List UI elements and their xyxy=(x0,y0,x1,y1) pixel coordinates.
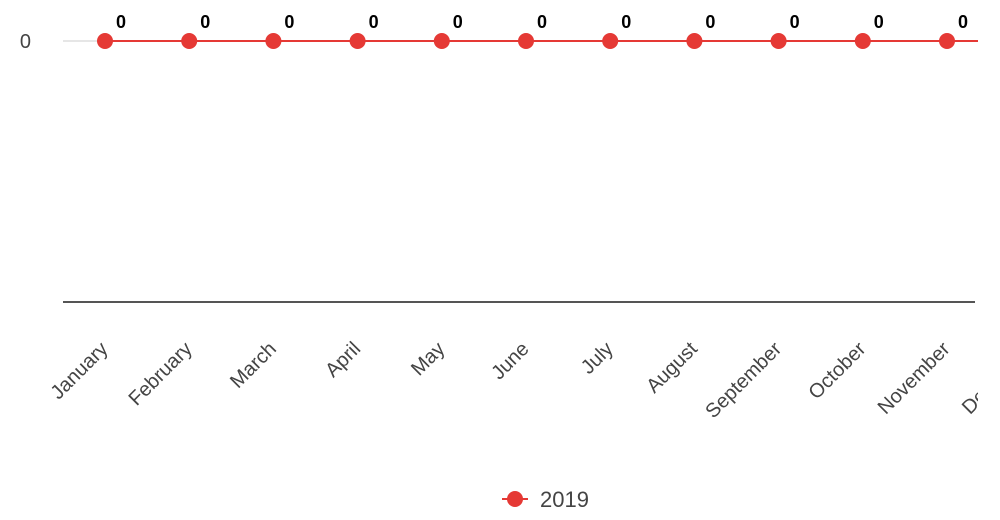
data-point[interactable] xyxy=(939,33,955,49)
x-tick-label: October xyxy=(804,338,870,404)
data-label: 0 xyxy=(116,12,126,32)
data-label: 0 xyxy=(369,12,379,32)
data-point[interactable] xyxy=(433,33,450,49)
x-tick-label: January xyxy=(47,338,113,404)
y-tick-label: 0 xyxy=(20,31,31,53)
data-point[interactable] xyxy=(349,33,366,49)
legend-swatch-marker xyxy=(507,491,523,507)
data-label: 0 xyxy=(453,12,463,32)
data-point[interactable] xyxy=(518,33,534,49)
data-label: 0 xyxy=(874,12,884,32)
data-point[interactable] xyxy=(181,33,198,49)
y-axis: 0 xyxy=(20,31,31,53)
x-tick-label: March xyxy=(226,338,281,393)
x-tick-label: July xyxy=(577,338,618,379)
x-tick-label: November xyxy=(874,338,955,419)
data-label: 0 xyxy=(958,12,968,32)
x-tick-label: May xyxy=(407,338,449,380)
data-point[interactable] xyxy=(97,33,113,49)
data-label: 0 xyxy=(621,12,631,32)
data-point[interactable] xyxy=(686,33,703,49)
x-tick-label: December xyxy=(958,338,1000,419)
x-tick-label: September xyxy=(701,338,786,423)
x-axis: January February March April May June July Augu… xyxy=(47,338,1000,423)
legend[interactable]: 2019 xyxy=(502,487,589,512)
legend-label: 2019 xyxy=(540,487,589,512)
data-label: 0 xyxy=(284,12,294,32)
data-label: 0 xyxy=(705,12,715,32)
data-point[interactable] xyxy=(265,33,282,49)
data-label: 0 xyxy=(790,12,800,32)
x-tick-label: June xyxy=(487,338,533,384)
data-point[interactable] xyxy=(602,33,619,49)
x-tick-label: August xyxy=(642,338,702,398)
x-tick-label: February xyxy=(125,338,197,410)
data-label: 0 xyxy=(537,12,547,32)
data-label: 0 xyxy=(200,12,210,32)
x-tick-label: April xyxy=(321,338,365,382)
data-point[interactable] xyxy=(770,33,787,49)
data-point[interactable] xyxy=(854,33,871,49)
